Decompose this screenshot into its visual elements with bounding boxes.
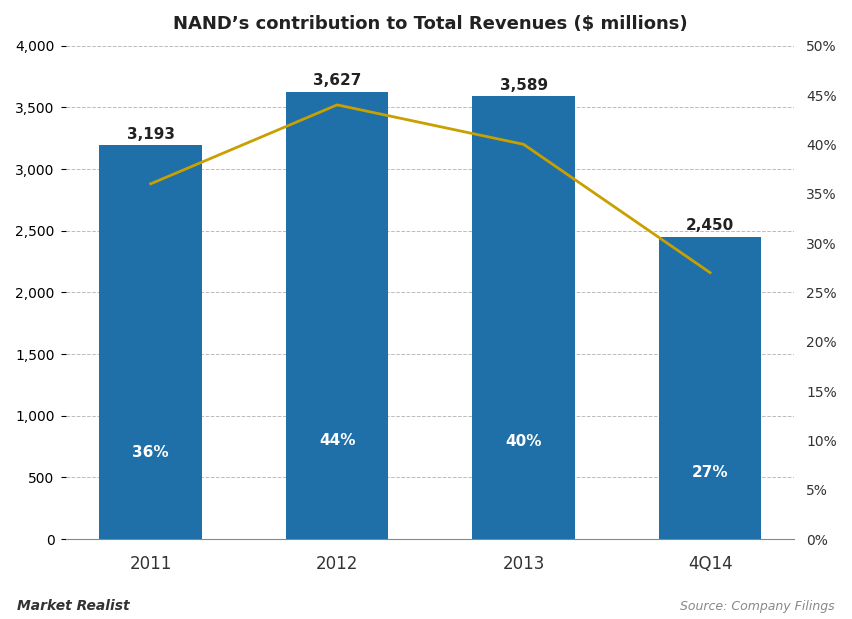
Text: 40%: 40% <box>505 434 542 449</box>
Text: Market Realist: Market Realist <box>17 599 130 613</box>
Text: 36%: 36% <box>132 445 169 460</box>
Bar <box>472 97 575 539</box>
Text: 2,450: 2,450 <box>686 218 734 233</box>
Text: 3,627: 3,627 <box>313 73 361 88</box>
Bar <box>659 237 762 539</box>
Text: 44%: 44% <box>319 433 355 448</box>
Text: 27%: 27% <box>692 465 728 480</box>
Text: 3,193: 3,193 <box>127 126 175 142</box>
Bar <box>286 92 389 539</box>
Text: 3,589: 3,589 <box>499 77 548 93</box>
Text: Source: Company Filings: Source: Company Filings <box>681 600 835 613</box>
Title: NAND’s contribution to Total Revenues ($ millions): NAND’s contribution to Total Revenues ($… <box>173 15 688 33</box>
Bar <box>100 145 202 539</box>
